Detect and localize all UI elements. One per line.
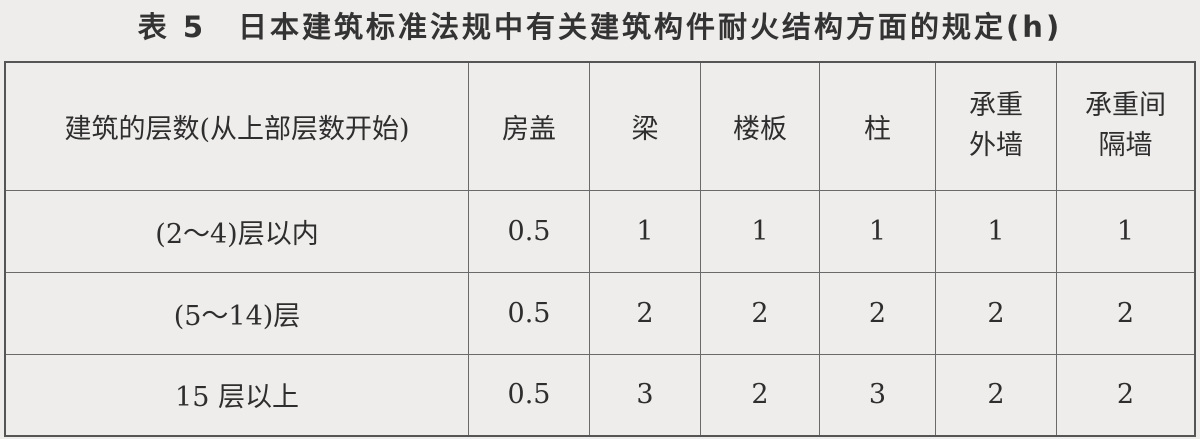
header-row: 建筑的层数(从上部层数开始) 房盖 梁 楼板 柱 承重 外墙 承重间 隔墙 (4, 61, 1196, 191)
header-line: 承重间 (1085, 90, 1166, 122)
cell: 15 层以上 (4, 353, 469, 437)
cell: 1 (1056, 189, 1196, 273)
cell: 2 (819, 271, 936, 355)
fire-resistance-table: 建筑的层数(从上部层数开始) 房盖 梁 楼板 柱 承重 外墙 承重间 隔墙 (2… (4, 61, 1196, 437)
header-floor-slab: 楼板 (700, 61, 820, 191)
cell: 1 (819, 189, 936, 273)
cell: 2 (935, 353, 1057, 437)
cell: 0.5 (468, 189, 590, 273)
table-title: 表 5 日本建筑标准法规中有关建筑构件耐火结构方面的规定(h) (137, 10, 1063, 44)
header-line: 隔墙 (1098, 130, 1153, 162)
header-beam: 梁 (589, 61, 701, 191)
cell: 2 (1056, 353, 1196, 437)
cell: 1 (700, 189, 820, 273)
cell: 3 (589, 353, 701, 437)
cell: 2 (700, 353, 820, 437)
header-floors: 建筑的层数(从上部层数开始) (4, 61, 469, 191)
header-roof: 房盖 (468, 61, 590, 191)
cell: 1 (589, 189, 701, 273)
header-column: 柱 (819, 61, 936, 191)
cell: 2 (935, 271, 1057, 355)
cell: 2 (700, 271, 820, 355)
cell: 2 (589, 271, 701, 355)
header-line: 外墙 (969, 130, 1023, 162)
cell: 0.5 (468, 271, 590, 355)
header-partition-wall: 承重间 隔墙 (1056, 61, 1196, 191)
cell: (5～14)层 (4, 271, 469, 355)
table-row: (5～14)层 0.5 2 2 2 2 2 (4, 271, 1196, 355)
cell: (2～4)层以内 (4, 189, 469, 273)
table-row: 15 层以上 0.5 3 2 3 2 2 (4, 353, 1196, 437)
header-exterior-wall: 承重 外墙 (935, 61, 1057, 191)
header-line: 承重 (969, 90, 1023, 122)
cell: 0.5 (468, 353, 590, 437)
cell: 3 (819, 353, 936, 437)
cell: 1 (935, 189, 1057, 273)
table-row: (2～4)层以内 0.5 1 1 1 1 1 (4, 189, 1196, 273)
cell: 2 (1056, 271, 1196, 355)
